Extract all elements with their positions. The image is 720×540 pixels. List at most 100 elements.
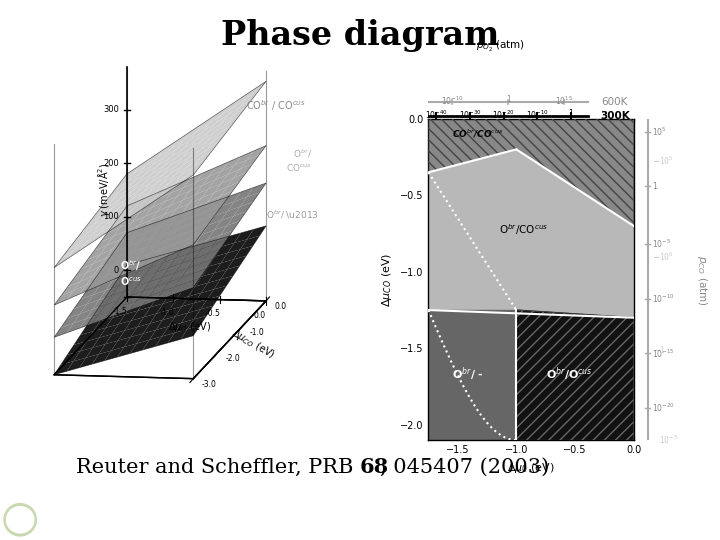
Text: -2.0: -2.0: [226, 354, 240, 363]
Polygon shape: [176, 207, 195, 221]
Polygon shape: [516, 310, 634, 440]
Polygon shape: [168, 241, 187, 256]
Polygon shape: [99, 286, 119, 300]
Polygon shape: [162, 323, 181, 336]
Polygon shape: [156, 273, 175, 287]
Polygon shape: [112, 191, 132, 208]
Polygon shape: [117, 263, 137, 278]
Polygon shape: [182, 149, 201, 166]
Polygon shape: [240, 193, 259, 207]
Polygon shape: [189, 267, 208, 280]
Polygon shape: [99, 253, 119, 267]
Polygon shape: [93, 261, 112, 276]
Polygon shape: [118, 251, 138, 265]
Polygon shape: [227, 173, 246, 187]
Text: 1: 1: [652, 182, 657, 191]
Polygon shape: [120, 294, 138, 308]
Polygon shape: [233, 246, 253, 259]
Polygon shape: [112, 260, 130, 274]
Polygon shape: [170, 149, 189, 166]
Polygon shape: [214, 231, 233, 245]
Polygon shape: [104, 347, 124, 361]
Polygon shape: [143, 292, 162, 306]
Text: $10^{-40}$: $10^{-40}$: [425, 109, 448, 121]
Polygon shape: [158, 229, 177, 243]
Polygon shape: [112, 247, 131, 261]
Text: $\Delta\mu_{CO}$ (eV): $\Delta\mu_{CO}$ (eV): [229, 326, 277, 362]
Polygon shape: [127, 233, 145, 247]
Polygon shape: [240, 90, 259, 107]
Text: -1.0: -1.0: [250, 328, 265, 337]
Polygon shape: [145, 271, 164, 284]
Polygon shape: [176, 287, 195, 300]
Polygon shape: [120, 242, 139, 256]
Polygon shape: [74, 225, 94, 242]
Polygon shape: [139, 157, 158, 174]
Text: -1.0: -1.0: [159, 308, 174, 317]
Polygon shape: [113, 183, 132, 199]
Polygon shape: [118, 286, 138, 300]
Polygon shape: [99, 208, 119, 225]
Polygon shape: [176, 140, 196, 158]
Polygon shape: [156, 300, 176, 314]
Polygon shape: [125, 317, 144, 330]
Polygon shape: [227, 212, 246, 226]
Polygon shape: [54, 297, 266, 379]
Polygon shape: [196, 124, 215, 140]
Polygon shape: [207, 187, 227, 201]
Polygon shape: [81, 321, 100, 335]
Polygon shape: [106, 276, 125, 290]
Polygon shape: [125, 301, 145, 314]
Polygon shape: [150, 294, 170, 307]
Text: , 045407 (2003): , 045407 (2003): [380, 457, 549, 477]
Polygon shape: [214, 124, 233, 141]
Polygon shape: [132, 274, 152, 288]
Polygon shape: [177, 182, 197, 197]
Polygon shape: [202, 263, 221, 276]
Polygon shape: [182, 293, 201, 307]
Polygon shape: [151, 239, 171, 253]
Polygon shape: [163, 248, 182, 262]
Polygon shape: [157, 158, 176, 174]
Polygon shape: [164, 220, 184, 234]
Polygon shape: [176, 194, 196, 209]
Polygon shape: [208, 253, 228, 267]
Polygon shape: [220, 181, 240, 196]
Polygon shape: [171, 225, 189, 239]
Polygon shape: [201, 132, 220, 149]
Polygon shape: [227, 256, 246, 269]
Polygon shape: [197, 201, 215, 215]
Polygon shape: [228, 160, 247, 174]
Polygon shape: [150, 174, 169, 192]
Polygon shape: [428, 310, 516, 440]
Polygon shape: [150, 166, 170, 183]
Polygon shape: [86, 290, 106, 304]
Polygon shape: [144, 262, 163, 276]
Polygon shape: [240, 236, 259, 249]
Polygon shape: [67, 357, 86, 371]
Polygon shape: [181, 223, 200, 238]
Polygon shape: [187, 268, 207, 282]
Polygon shape: [151, 277, 171, 291]
Polygon shape: [189, 225, 208, 239]
Polygon shape: [209, 106, 228, 124]
Polygon shape: [126, 248, 145, 262]
Text: O$^{br}$/
O$^{cus}$: O$^{br}$/ O$^{cus}$: [120, 259, 143, 288]
Polygon shape: [194, 150, 213, 166]
Polygon shape: [157, 244, 176, 258]
Polygon shape: [94, 281, 112, 295]
Polygon shape: [132, 291, 151, 304]
Polygon shape: [132, 220, 151, 234]
Text: 1: 1: [506, 95, 510, 104]
Polygon shape: [133, 195, 153, 210]
Polygon shape: [94, 266, 113, 280]
Text: O$^{br}$/CO$^{cus}$: O$^{br}$/CO$^{cus}$: [499, 222, 548, 237]
Polygon shape: [194, 205, 214, 220]
Polygon shape: [189, 201, 207, 216]
Polygon shape: [221, 169, 240, 184]
Polygon shape: [156, 287, 174, 301]
Polygon shape: [79, 314, 99, 328]
Polygon shape: [74, 264, 94, 278]
Polygon shape: [126, 174, 145, 191]
Polygon shape: [201, 279, 220, 293]
